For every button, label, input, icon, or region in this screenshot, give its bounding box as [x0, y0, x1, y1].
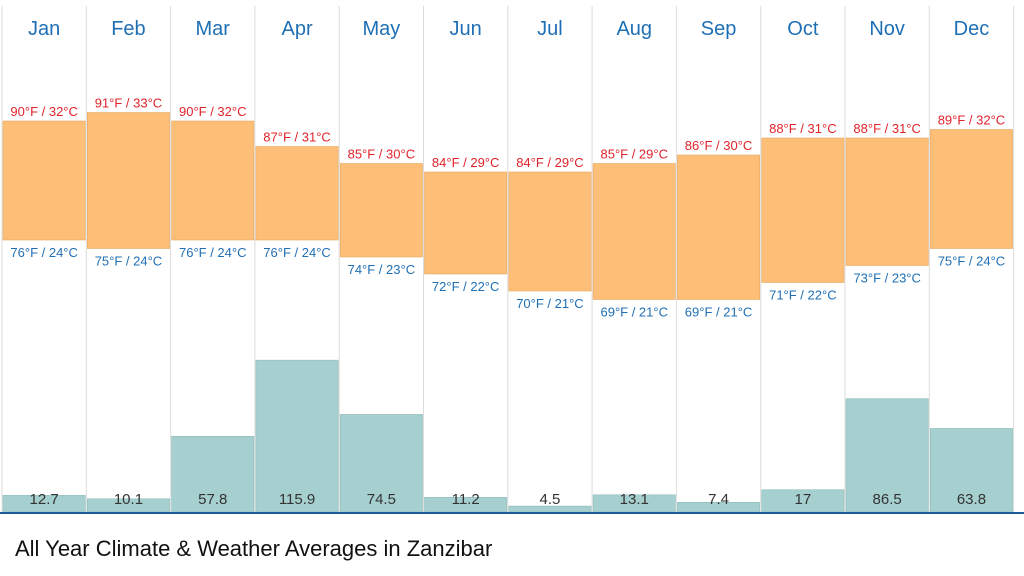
month-label: May [362, 18, 400, 40]
temp-range-bar [171, 120, 255, 241]
high-temp-label: 87°F / 31°C [263, 130, 330, 145]
high-temp-label: 90°F / 32°C [179, 104, 246, 119]
high-temp-label: 85°F / 30°C [348, 147, 415, 162]
high-temp-label: 90°F / 32°C [10, 104, 77, 119]
high-temp-label: 91°F / 33°C [95, 96, 162, 111]
high-temp-label: 88°F / 31°C [853, 121, 920, 136]
low-temp-label: 74°F / 23°C [348, 262, 415, 277]
temp-range-bar [2, 120, 86, 241]
high-temp-label: 88°F / 31°C [769, 121, 836, 136]
rainfall-label: 13.1 [620, 491, 649, 508]
month-label: Jun [450, 18, 482, 40]
month-label: Jul [537, 18, 563, 40]
month-label: Dec [954, 18, 990, 40]
rainfall-label: 74.5 [367, 491, 396, 508]
temp-range-bar [929, 129, 1013, 249]
high-temp-label: 84°F / 29°C [516, 155, 583, 170]
rainfall-label: 4.5 [540, 491, 561, 508]
rainfall-label: 115.9 [279, 491, 315, 508]
month-label: Oct [787, 18, 819, 40]
low-temp-label: 75°F / 24°C [938, 254, 1005, 269]
rainfall-bar [255, 359, 339, 513]
low-temp-label: 76°F / 24°C [10, 245, 77, 260]
month-label: Mar [196, 18, 231, 40]
month-label: Jan [28, 18, 60, 40]
rainfall-bar [171, 435, 255, 513]
month-label: Apr [281, 18, 312, 40]
low-temp-label: 73°F / 23°C [853, 271, 920, 286]
temp-range-bar [845, 137, 929, 266]
temp-range-bar [592, 163, 676, 300]
month-label: Aug [616, 18, 652, 40]
high-temp-label: 89°F / 32°C [938, 113, 1005, 128]
chart-caption: All Year Climate & Weather Averages in Z… [15, 536, 493, 561]
rainfall-label: 10.1 [114, 491, 143, 508]
low-temp-label: 70°F / 21°C [516, 296, 583, 311]
low-temp-label: 72°F / 22°C [432, 279, 499, 294]
rainfall-bar [339, 414, 423, 513]
low-temp-label: 69°F / 21°C [601, 305, 668, 320]
rainfall-label: 11.2 [452, 491, 480, 508]
month-label: Feb [111, 18, 145, 40]
temp-range-bar [677, 154, 761, 300]
low-temp-label: 75°F / 24°C [95, 254, 162, 269]
temp-range-bar [424, 171, 508, 275]
temp-range-bar [255, 146, 339, 241]
low-temp-label: 71°F / 22°C [769, 288, 836, 303]
rainfall-label: 86.5 [873, 491, 902, 508]
month-label: Sep [701, 18, 737, 40]
month-label: Nov [869, 18, 905, 40]
temp-range-bar [87, 112, 170, 249]
temp-range-bar [761, 137, 845, 283]
high-temp-label: 85°F / 29°C [601, 147, 668, 162]
rainfall-label: 57.8 [198, 491, 227, 508]
high-temp-label: 86°F / 30°C [685, 138, 752, 153]
low-temp-label: 76°F / 24°C [263, 245, 330, 260]
rainfall-label: 63.8 [957, 491, 986, 508]
temp-range-bar [339, 163, 423, 258]
rainfall-bar [845, 398, 929, 513]
rainfall-label: 17 [795, 491, 812, 508]
low-temp-label: 76°F / 24°C [179, 245, 246, 260]
high-temp-label: 84°F / 29°C [432, 155, 499, 170]
rainfall-label: 7.4 [708, 491, 729, 508]
temp-range-bar [508, 171, 592, 292]
low-temp-label: 69°F / 21°C [685, 305, 752, 320]
rainfall-bar [929, 428, 1013, 513]
rainfall-label: 12.7 [30, 491, 59, 508]
